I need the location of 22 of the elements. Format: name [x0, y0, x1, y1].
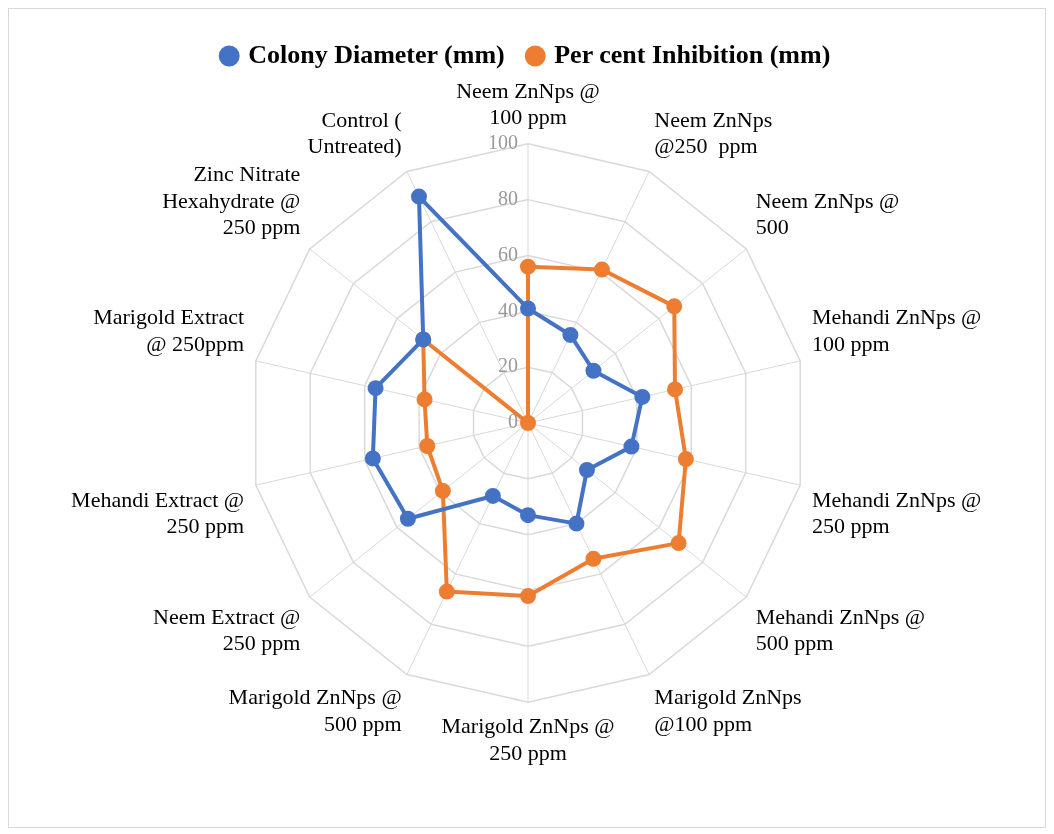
legend-label: Per cent Inhibition (mm): [554, 39, 831, 69]
spoke-label: Marigold ZnNps @100 ppm: [654, 684, 802, 736]
spoke-label: Neem ZnNps @250 ppm: [654, 106, 773, 159]
spoke-label: Control ( Untreated): [307, 106, 402, 159]
spoke-label: Mehandi ZnNps @ 100 ppm: [811, 304, 982, 356]
spoke-label: Neem ZnNps @ 500: [755, 187, 900, 240]
spoke-label: Zinc Nitrate Hexahydrate @ 250 ppm: [162, 161, 301, 240]
spoke-label: Mehandi ZnNps @ 250 ppm: [811, 486, 982, 539]
y-tick-label: 40: [498, 298, 518, 321]
spoke-label: Neem Extract @ 250 ppm: [153, 603, 301, 655]
y-tick-label: 60: [498, 242, 518, 265]
spoke-label: Mehandi Extract @ 250 ppm: [71, 486, 245, 539]
legend-label: Colony Diameter (mm): [248, 39, 505, 69]
spoke-label: Marigold Extract @ 250ppm: [93, 304, 245, 356]
y-tick-label: 20: [498, 354, 518, 377]
y-tick-label: 0: [508, 410, 518, 433]
spoke-label: Marigold ZnNps @ 250 ppm: [441, 713, 615, 765]
spoke-label: Neem ZnNps @ 100 ppm: [456, 77, 600, 130]
y-tick-label: 100: [488, 131, 518, 154]
y-tick-label: 80: [498, 186, 518, 209]
spoke-label: Mehandi ZnNps @ 500 ppm: [755, 603, 926, 655]
spoke-label: Marigold ZnNps @ 500 ppm: [228, 684, 402, 736]
